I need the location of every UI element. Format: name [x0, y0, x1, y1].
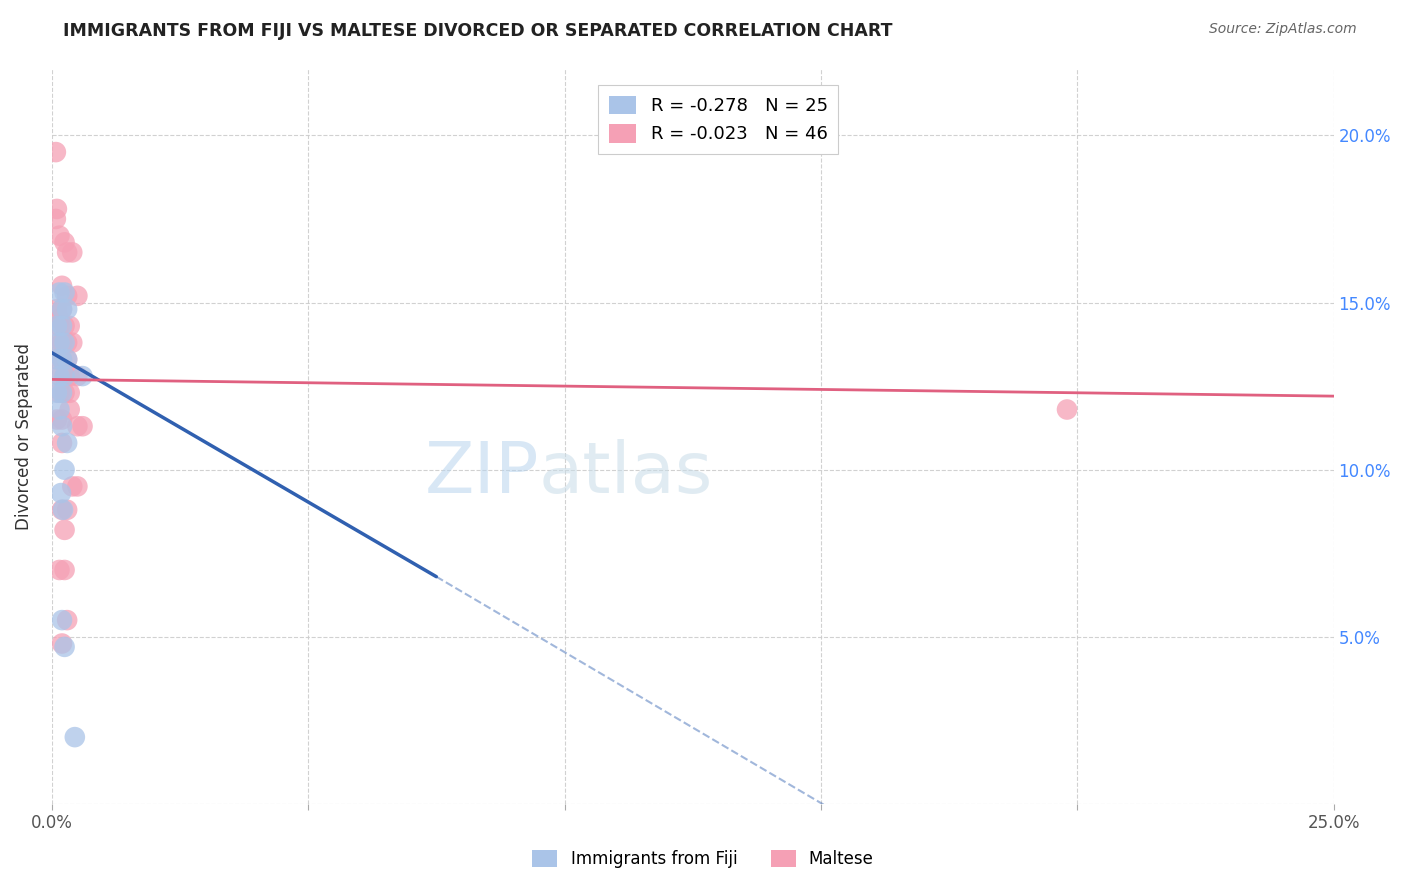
- Point: [53, 523, 76, 537]
- Point: [45, 145, 67, 160]
- Point: [53, 640, 76, 654]
- Point: [60, 335, 83, 350]
- Point: [51, 318, 73, 333]
- Point: [45, 412, 67, 426]
- Point: [51, 385, 73, 400]
- Text: IMMIGRANTS FROM FIJI VS MALTESE DIVORCED OR SEPARATED CORRELATION CHART: IMMIGRANTS FROM FIJI VS MALTESE DIVORCED…: [63, 22, 893, 40]
- Point: [53, 335, 76, 350]
- Point: [59, 385, 82, 400]
- Point: [51, 613, 73, 627]
- Point: [45, 352, 67, 367]
- Point: [52, 503, 75, 517]
- Point: [53, 318, 76, 333]
- Point: [48, 312, 70, 326]
- Point: [45, 302, 67, 317]
- Point: [53, 463, 76, 477]
- Point: [56, 302, 79, 317]
- Point: [59, 369, 82, 384]
- Point: [48, 369, 70, 384]
- Point: [59, 318, 82, 333]
- Y-axis label: Divorced or Separated: Divorced or Separated: [15, 343, 32, 530]
- Point: [45, 202, 67, 216]
- Point: [51, 419, 73, 434]
- Point: [72, 369, 94, 384]
- Legend: Immigrants from Fiji, Maltese: Immigrants from Fiji, Maltese: [526, 843, 880, 875]
- Point: [56, 352, 79, 367]
- Point: [51, 412, 73, 426]
- Text: Source: ZipAtlas.com: Source: ZipAtlas.com: [1209, 22, 1357, 37]
- Point: [60, 479, 83, 493]
- Point: [45, 211, 67, 226]
- Point: [56, 503, 79, 517]
- Point: [51, 335, 73, 350]
- Point: [45, 352, 67, 367]
- Point: [56, 436, 79, 450]
- Point: [56, 245, 79, 260]
- Point: [53, 235, 76, 250]
- Point: [51, 302, 73, 317]
- Point: [45, 335, 67, 350]
- Point: [48, 369, 70, 384]
- Point: [51, 436, 73, 450]
- Point: [51, 302, 73, 317]
- Point: [51, 352, 73, 367]
- Point: [48, 318, 70, 333]
- Point: [66, 479, 89, 493]
- Point: [48, 402, 70, 417]
- Point: [49, 486, 72, 500]
- Point: [53, 385, 76, 400]
- Point: [66, 369, 89, 384]
- Point: [51, 503, 73, 517]
- Point: [51, 352, 73, 367]
- Point: [53, 369, 76, 384]
- Point: [66, 289, 89, 303]
- Point: [48, 563, 70, 577]
- Point: [53, 285, 76, 300]
- Point: [56, 335, 79, 350]
- Point: [72, 419, 94, 434]
- Point: [51, 278, 73, 293]
- Point: [53, 563, 76, 577]
- Point: [48, 335, 70, 350]
- Legend: R = -0.278   N = 25, R = -0.023   N = 46: R = -0.278 N = 25, R = -0.023 N = 46: [598, 85, 838, 154]
- Point: [48, 285, 70, 300]
- Point: [45, 385, 67, 400]
- Point: [1056, 402, 1078, 417]
- Point: [59, 402, 82, 417]
- Point: [48, 385, 70, 400]
- Text: atlas: atlas: [538, 439, 713, 508]
- Text: ZIP: ZIP: [425, 439, 538, 508]
- Point: [56, 289, 79, 303]
- Point: [56, 352, 79, 367]
- Point: [51, 636, 73, 650]
- Point: [45, 318, 67, 333]
- Point: [63, 730, 86, 744]
- Point: [48, 228, 70, 243]
- Point: [56, 613, 79, 627]
- Point: [53, 369, 76, 384]
- Point: [60, 245, 83, 260]
- Point: [66, 419, 89, 434]
